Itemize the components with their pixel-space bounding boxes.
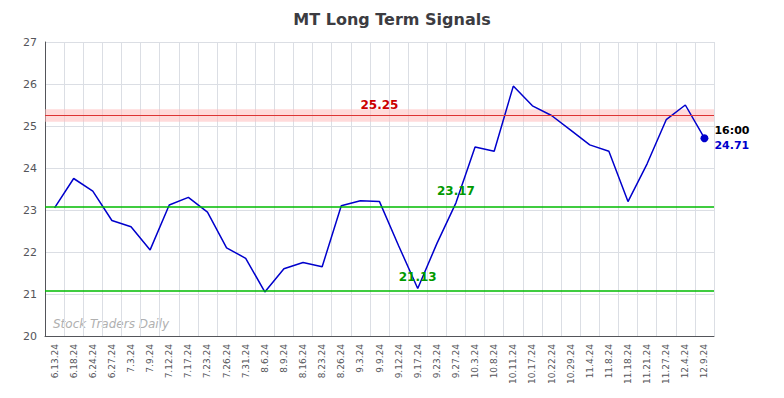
svg-text:22: 22 (23, 246, 37, 259)
svg-text:24: 24 (23, 162, 37, 175)
svg-text:11.4.24: 11.4.24 (585, 344, 595, 379)
svg-text:10.29.24: 10.29.24 (566, 344, 576, 384)
svg-text:24.71: 24.71 (714, 139, 749, 152)
svg-text:9.17.24: 9.17.24 (413, 344, 423, 379)
svg-text:11.21.24: 11.21.24 (642, 344, 652, 384)
svg-text:6.27.24: 6.27.24 (107, 344, 117, 379)
svg-text:7.3.24: 7.3.24 (126, 344, 136, 373)
svg-text:9.9.24: 9.9.24 (375, 344, 385, 373)
svg-text:23.17: 23.17 (437, 184, 475, 198)
svg-text:10.22.24: 10.22.24 (547, 344, 557, 384)
svg-text:11.8.24: 11.8.24 (604, 344, 614, 379)
svg-text:10.17.24: 10.17.24 (527, 344, 537, 384)
svg-text:25.25: 25.25 (361, 98, 399, 112)
svg-text:8.23.24: 8.23.24 (317, 344, 327, 379)
svg-text:7.26.24: 7.26.24 (222, 344, 232, 379)
svg-text:Stock Traders Daily: Stock Traders Daily (53, 317, 170, 331)
svg-text:MT Long Term Signals: MT Long Term Signals (293, 10, 490, 29)
svg-text:8.6.24: 8.6.24 (260, 344, 270, 373)
svg-text:25: 25 (23, 120, 37, 133)
svg-text:16:00: 16:00 (714, 124, 749, 137)
svg-text:11.18.24: 11.18.24 (623, 344, 633, 384)
svg-text:7.17.24: 7.17.24 (183, 344, 193, 379)
svg-text:21.13: 21.13 (399, 270, 437, 284)
svg-text:6.13.24: 6.13.24 (50, 344, 60, 379)
svg-text:10.3.24: 10.3.24 (470, 344, 480, 379)
svg-text:6.18.24: 6.18.24 (69, 344, 79, 379)
svg-text:10.8.24: 10.8.24 (489, 344, 499, 379)
svg-text:10.11.24: 10.11.24 (508, 344, 518, 384)
svg-text:9.23.24: 9.23.24 (432, 344, 442, 379)
svg-text:8.9.24: 8.9.24 (279, 344, 289, 373)
svg-text:7.12.24: 7.12.24 (164, 344, 174, 379)
svg-text:12.9.24: 12.9.24 (699, 344, 709, 379)
svg-text:8.26.24: 8.26.24 (336, 344, 346, 379)
svg-text:23: 23 (23, 204, 37, 217)
svg-text:8.16.24: 8.16.24 (298, 344, 308, 379)
svg-text:12.4.24: 12.4.24 (680, 344, 690, 379)
svg-text:7.9.24: 7.9.24 (145, 344, 155, 373)
svg-text:7.23.24: 7.23.24 (202, 344, 212, 379)
svg-text:6.24.24: 6.24.24 (88, 344, 98, 379)
svg-text:20: 20 (23, 330, 37, 343)
svg-text:26: 26 (23, 78, 37, 91)
svg-text:11.27.24: 11.27.24 (661, 344, 671, 384)
svg-text:9.27.24: 9.27.24 (451, 344, 461, 379)
svg-text:21: 21 (23, 288, 37, 301)
svg-text:9.3.24: 9.3.24 (355, 344, 365, 373)
svg-text:27: 27 (23, 36, 37, 49)
svg-text:9.12.24: 9.12.24 (394, 344, 404, 379)
svg-text:7.31.24: 7.31.24 (241, 344, 251, 379)
